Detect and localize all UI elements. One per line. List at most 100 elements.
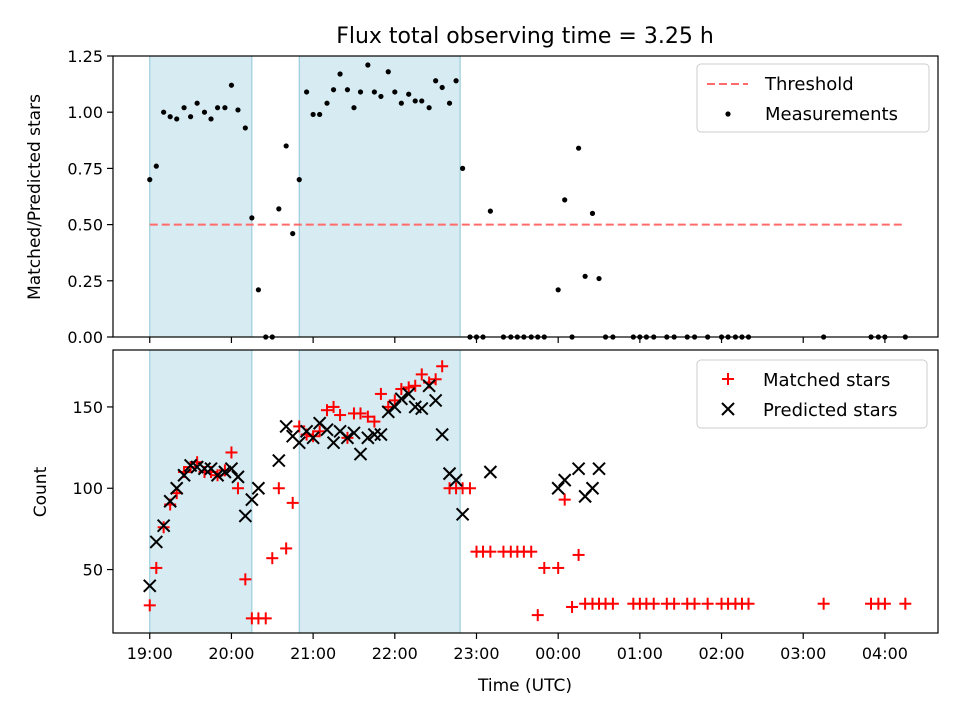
marker-stroke <box>326 435 341 450</box>
measurement-point <box>147 177 153 183</box>
measurement-point <box>242 125 248 131</box>
bottom-observing-windows <box>149 349 461 634</box>
predicted-star-marker <box>374 427 388 442</box>
measurement-point <box>453 78 459 84</box>
marker-stroke <box>571 462 586 476</box>
predicted-star-marker <box>340 431 355 445</box>
measurement-point <box>446 100 453 106</box>
predicted-star-marker <box>401 387 416 401</box>
predicted-star-marker <box>224 462 239 476</box>
matched-star-marker <box>280 542 293 555</box>
predicted-star-marker <box>558 473 572 487</box>
measurement-point <box>589 210 596 216</box>
matched-star-marker <box>402 381 415 394</box>
y-tick-label: 50 <box>83 561 103 580</box>
marker-stroke <box>218 465 232 479</box>
bottom-x-ticks: 19:00 20:00 21:00 22:00 23:00 00:00 01:00 02:00… <box>127 633 908 663</box>
marker-stroke <box>333 424 347 439</box>
marker-stroke <box>320 422 334 437</box>
marker-stroke <box>245 492 259 507</box>
matched-star-marker <box>688 597 701 610</box>
measurement-point <box>398 100 404 106</box>
matched-star-marker <box>361 410 374 423</box>
y-tick-label: 1.25 <box>67 47 103 66</box>
marker-stroke <box>156 518 171 533</box>
matched-star-marker <box>436 360 449 373</box>
matched-star-marker <box>668 597 681 610</box>
measurement-point <box>460 165 466 171</box>
measurement-point <box>201 109 208 115</box>
legend-predicted-label: Predicted stars <box>763 400 897 421</box>
marker-stroke <box>551 481 565 495</box>
predicted-star-marker <box>422 379 436 393</box>
x-tick-label: 04:00 <box>862 644 908 663</box>
matched-star-marker <box>231 482 244 495</box>
measurement-point <box>222 105 228 111</box>
matched-star-marker <box>266 552 279 565</box>
matched-star-marker <box>313 425 326 438</box>
marker-stroke <box>401 387 416 401</box>
y-tick-label: 100 <box>72 479 103 498</box>
top-legend-box <box>696 63 930 133</box>
matched-star-marker <box>742 597 755 610</box>
measurement-point <box>412 98 418 104</box>
x-tick-label: 02:00 <box>698 644 744 663</box>
matched-star-marker <box>374 387 387 400</box>
measurement-point <box>181 105 187 111</box>
predicted-star-marker <box>218 465 232 479</box>
matched-star-marker <box>899 597 912 610</box>
measurement-point <box>249 215 255 221</box>
measurement-point <box>439 84 445 91</box>
matched-star-marker <box>647 597 660 610</box>
predicted-star-marker <box>231 470 245 484</box>
marker-stroke <box>347 426 361 440</box>
predicted-star-marker <box>306 431 320 445</box>
measurement-point <box>371 89 377 95</box>
measurement-point <box>255 287 261 293</box>
matched-star-marker <box>531 609 544 622</box>
legend-matched-swatch <box>722 373 734 385</box>
predicted-star-marker <box>381 405 395 419</box>
x-tick-label: 19:00 <box>127 644 173 663</box>
measurement-point <box>153 163 159 169</box>
matched-star-marker <box>409 379 422 392</box>
x-tick-label: 00:00 <box>535 644 581 663</box>
measurement-point <box>235 107 241 113</box>
measurement-point <box>330 87 337 93</box>
observing-window <box>149 349 253 634</box>
matched-star-marker <box>484 545 497 558</box>
matched-star-marker <box>701 597 714 610</box>
marker-stroke <box>422 379 436 393</box>
matched-star-marker <box>157 521 170 534</box>
marker-stroke <box>394 392 409 406</box>
measurement-point <box>317 111 323 118</box>
marker-stroke <box>231 470 245 484</box>
predicted-star-marker <box>143 579 157 593</box>
matched-star-marker <box>354 407 367 420</box>
marker-stroke <box>381 405 395 419</box>
marker-stroke <box>210 468 225 482</box>
predicted-star-marker <box>449 473 463 487</box>
marker-stroke <box>428 393 443 408</box>
matched-star-marker <box>293 420 306 433</box>
measurement-point <box>582 273 588 279</box>
y-tick-label: 0.75 <box>67 159 103 178</box>
matched-star-marker <box>150 561 163 574</box>
measurement-point <box>406 91 412 97</box>
measurement-point <box>378 93 384 100</box>
predicted-star-marker <box>367 427 382 442</box>
marker-stroke <box>292 435 306 450</box>
marker-stroke <box>197 462 212 476</box>
measurement-point <box>426 105 432 111</box>
measurement-point <box>187 114 194 120</box>
predicted-star-marker <box>388 400 402 414</box>
measurement-point <box>161 109 167 115</box>
measurement-point <box>174 116 180 122</box>
marker-stroke <box>170 481 184 495</box>
predicted-star-marker <box>245 492 259 507</box>
x-tick-label: 23:00 <box>453 644 499 663</box>
measurement-point <box>167 114 173 120</box>
predicted-star-marker <box>394 392 409 406</box>
measurement-point <box>276 206 282 212</box>
predicted-star-marker <box>292 435 306 450</box>
